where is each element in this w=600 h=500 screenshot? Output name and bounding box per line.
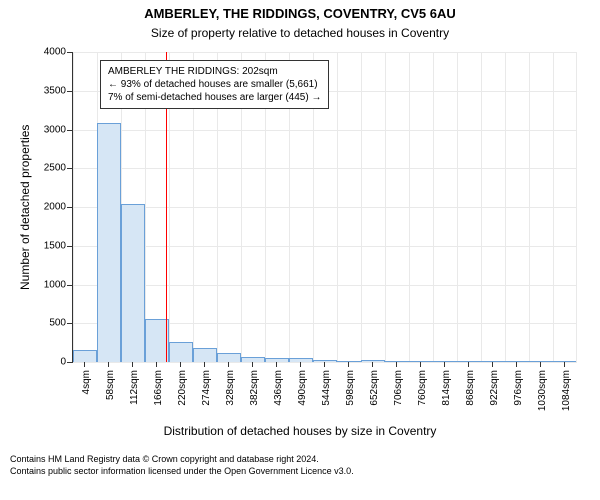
bar — [457, 361, 481, 362]
xtick-mark — [492, 362, 493, 367]
annotation-line-3: 7% of semi-detached houses are larger (4… — [108, 91, 321, 104]
ytick-mark — [67, 323, 72, 324]
ytick-mark — [67, 168, 72, 169]
gridline-v — [337, 52, 338, 362]
ytick-label: 1000 — [44, 279, 66, 290]
xtick-mark — [564, 362, 565, 367]
annotation-box: AMBERLEY THE RIDDINGS: 202sqm ← 93% of d… — [100, 60, 329, 109]
bar — [337, 361, 361, 362]
gridline-h — [73, 362, 577, 363]
bar — [265, 358, 289, 362]
bar — [289, 358, 313, 362]
bar — [169, 342, 193, 362]
bar — [505, 361, 529, 362]
gridline-v — [457, 52, 458, 362]
gridline-h — [73, 168, 577, 169]
gridline-v — [505, 52, 506, 362]
bar — [361, 360, 385, 362]
bar — [313, 360, 337, 362]
xtick-mark — [156, 362, 157, 367]
xtick-mark — [468, 362, 469, 367]
gridline-v — [433, 52, 434, 362]
gridline-h — [73, 246, 577, 247]
xtick-mark — [540, 362, 541, 367]
xtick-mark — [372, 362, 373, 367]
xtick-mark — [228, 362, 229, 367]
xtick-mark — [180, 362, 181, 367]
chart-subtitle: Size of property relative to detached ho… — [0, 26, 600, 40]
ytick-mark — [67, 91, 72, 92]
xtick-mark — [324, 362, 325, 367]
gridline-h — [73, 285, 577, 286]
ytick-mark — [67, 130, 72, 131]
y-axis-title: Number of detached properties — [18, 125, 32, 290]
bar — [217, 353, 241, 362]
ytick-mark — [67, 207, 72, 208]
ytick-mark — [67, 362, 72, 363]
bar — [193, 348, 217, 362]
bar — [481, 361, 505, 362]
chart-title: AMBERLEY, THE RIDDINGS, COVENTRY, CV5 6A… — [0, 6, 600, 21]
xtick-mark — [396, 362, 397, 367]
gridline-h — [73, 130, 577, 131]
xtick-mark — [276, 362, 277, 367]
xtick-mark — [300, 362, 301, 367]
bar — [97, 123, 121, 362]
bar — [385, 361, 409, 362]
ytick-mark — [67, 52, 72, 53]
xtick-mark — [444, 362, 445, 367]
ytick-label: 500 — [49, 318, 66, 329]
xtick-mark — [348, 362, 349, 367]
gridline-v — [385, 52, 386, 362]
ytick-label: 0 — [60, 357, 66, 368]
bar — [121, 204, 145, 362]
bar — [529, 361, 553, 362]
ytick-label: 1500 — [44, 240, 66, 251]
gridline-v — [409, 52, 410, 362]
x-axis-title: Distribution of detached houses by size … — [0, 424, 600, 438]
annotation-line-1: AMBERLEY THE RIDDINGS: 202sqm — [108, 65, 321, 78]
gridline-v — [73, 52, 74, 362]
footer-attribution: Contains HM Land Registry data © Crown c… — [10, 454, 354, 477]
gridline-h — [73, 52, 577, 53]
gridline-v — [481, 52, 482, 362]
bar — [73, 350, 97, 362]
gridline-h — [73, 207, 577, 208]
gridline-v — [361, 52, 362, 362]
xtick-mark — [132, 362, 133, 367]
ytick-label: 2500 — [44, 163, 66, 174]
bar — [553, 361, 577, 362]
chart-container: { "title": "AMBERLEY, THE RIDDINGS, COVE… — [0, 0, 600, 500]
xtick-mark — [420, 362, 421, 367]
gridline-v — [529, 52, 530, 362]
ytick-label: 3000 — [44, 124, 66, 135]
bar — [409, 361, 433, 362]
xtick-mark — [204, 362, 205, 367]
xtick-mark — [84, 362, 85, 367]
footer-line-2: Contains public sector information licen… — [10, 466, 354, 478]
bar — [433, 361, 457, 362]
gridline-v — [553, 52, 554, 362]
ytick-label: 3500 — [44, 85, 66, 96]
ytick-mark — [67, 246, 72, 247]
xtick-mark — [108, 362, 109, 367]
ytick-mark — [67, 285, 72, 286]
ytick-label: 2000 — [44, 202, 66, 213]
xtick-mark — [516, 362, 517, 367]
gridline-v — [576, 52, 577, 362]
footer-line-1: Contains HM Land Registry data © Crown c… — [10, 454, 354, 466]
annotation-line-2: ← 93% of detached houses are smaller (5,… — [108, 78, 321, 91]
xtick-mark — [252, 362, 253, 367]
bar — [241, 357, 265, 362]
ytick-label: 4000 — [44, 47, 66, 58]
